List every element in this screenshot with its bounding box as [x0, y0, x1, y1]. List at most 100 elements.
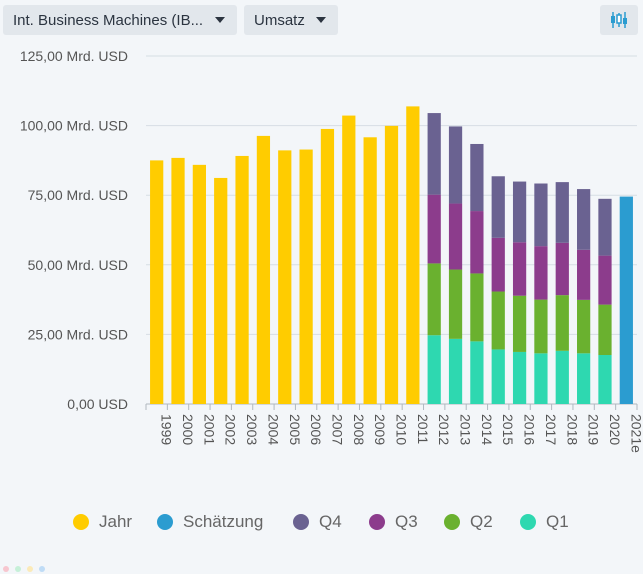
x-tick-label: 2003	[244, 414, 260, 445]
bar-q4-2015	[491, 176, 505, 238]
legend-label: Q3	[395, 512, 418, 531]
bar-q4-2014	[470, 143, 484, 212]
bar-jahr-2005	[278, 150, 292, 404]
x-tick-label: 2009	[372, 414, 388, 445]
y-tick-label: 0,00 USD	[67, 396, 128, 412]
x-tick-label: 2016	[522, 414, 538, 445]
bar-q1-2019	[577, 353, 591, 404]
x-tick-label: 2012	[436, 414, 452, 445]
x-tick-label: 2010	[394, 414, 410, 445]
y-tick-label: 75,00 Mrd. USD	[28, 187, 128, 203]
x-tick-label: 2017	[543, 414, 559, 445]
x-tick-label: 2014	[479, 414, 495, 445]
revenue-chart: 0,00 USD 25,00 Mrd. USD 50,00 Mrd. USD 75,0…	[20, 48, 643, 453]
legend-label: Q1	[546, 512, 569, 531]
chart-type-button[interactable]	[600, 5, 638, 35]
x-tick-label: 2008	[351, 414, 367, 445]
legend-label: Q4	[319, 512, 342, 531]
x-tick-label: 2011	[415, 414, 431, 444]
bar-q2-2016	[512, 295, 527, 352]
legend-item-jahr[interactable]: Jahr	[73, 512, 132, 532]
legend-item-schätzung[interactable]: Schätzung	[157, 512, 263, 532]
bar-q4-2019	[577, 189, 591, 250]
x-tick-label: 2000	[180, 414, 196, 445]
bar-jahr-2008	[342, 115, 356, 404]
legend-item-q4[interactable]: Q4	[293, 512, 342, 532]
company-dropdown[interactable]: Int. Business Machines (IB...	[3, 5, 237, 35]
bar-q3-2020	[598, 255, 612, 305]
bar-q3-2019	[577, 249, 591, 300]
legend-label: Jahr	[99, 512, 133, 531]
legend-label: Schätzung	[183, 512, 264, 531]
bar-q2-2014	[470, 273, 484, 342]
bar-q3-2016	[512, 242, 527, 296]
company-dropdown-label: Int. Business Machines (IB...	[13, 11, 204, 29]
x-tick-label: 2020	[607, 414, 623, 445]
bar-q1-2018	[555, 350, 569, 404]
bar-schätzung-2021e	[619, 196, 633, 404]
y-tick-label: 25,00 Mrd. USD	[28, 326, 128, 342]
bar-jahr-2007	[320, 128, 335, 404]
legend-marker	[444, 514, 460, 530]
metric-dropdown[interactable]: Umsatz	[244, 5, 338, 35]
bar-jahr-2002	[214, 177, 228, 404]
legend-marker	[293, 514, 309, 530]
legend-item-q2[interactable]: Q2	[444, 512, 493, 532]
x-tick-label: 2018	[564, 414, 580, 445]
bar-q1-2013	[448, 338, 463, 404]
legend-item-q1[interactable]: Q1	[520, 512, 569, 532]
bar-q2-2020	[598, 304, 612, 356]
x-tick-label: 2004	[265, 414, 281, 445]
bar-q2-2015	[491, 291, 505, 350]
x-tick-label: 2013	[458, 414, 474, 445]
bar-q1-2012	[427, 335, 441, 404]
legend-marker	[73, 514, 89, 530]
bar-q1-2015	[491, 349, 505, 404]
x-tick-label: 2007	[329, 414, 345, 445]
metric-dropdown-label: Umsatz	[254, 11, 305, 29]
x-tick-label: 1999	[159, 414, 175, 445]
dot	[39, 566, 45, 572]
bar-q3-2017	[534, 246, 548, 300]
bar-q2-2012	[427, 263, 441, 336]
legend-marker	[369, 514, 385, 530]
bar-q4-2016	[512, 181, 527, 243]
x-tick-label: 2002	[223, 414, 239, 445]
chart-legend: Jahr Schätzung Q4 Q3 Q2 Q1	[0, 512, 643, 538]
bar-q4-2018	[555, 182, 569, 243]
bar-jahr-2006	[299, 149, 313, 404]
y-tick-label: 125,00 Mrd. USD	[20, 48, 128, 64]
x-tick-label: 2001	[201, 414, 217, 445]
bar-q1-2020	[598, 355, 612, 404]
bar-q1-2014	[470, 341, 484, 404]
candlestick-chart-icon	[611, 12, 627, 28]
bar-jahr-2011	[406, 106, 420, 404]
bar-q3-2013	[448, 203, 463, 270]
x-tick-label: 2019	[586, 414, 602, 445]
bar-q2-2019	[577, 299, 591, 354]
bar-q1-2016	[512, 351, 527, 404]
y-tick-label: 50,00 Mrd. USD	[28, 257, 128, 273]
bar-q2-2013	[448, 269, 463, 339]
chevron-down-icon	[316, 17, 326, 23]
dot	[3, 566, 9, 572]
chevron-down-icon	[215, 17, 225, 23]
bar-q1-2017	[534, 353, 548, 404]
bar-jahr-2009	[363, 137, 377, 405]
bar-jahr-2004	[256, 135, 271, 404]
pagination-dots	[3, 566, 45, 572]
bar-q2-2018	[555, 295, 569, 351]
bar-jahr-2000	[171, 157, 185, 404]
y-tick-label: 100,00 Mrd. USD	[20, 118, 128, 134]
legend-marker	[520, 514, 536, 530]
legend-marker	[157, 514, 173, 530]
dot	[15, 566, 21, 572]
x-tick-label: 2015	[500, 414, 516, 445]
x-tick-label: 2005	[287, 414, 303, 445]
bar-jahr-1999	[150, 160, 164, 404]
legend-item-q3[interactable]: Q3	[369, 512, 418, 532]
bar-q3-2015	[491, 237, 505, 292]
bar-q4-2020	[598, 198, 612, 256]
bar-jahr-2010	[384, 125, 399, 404]
bar-q4-2017	[534, 183, 548, 247]
